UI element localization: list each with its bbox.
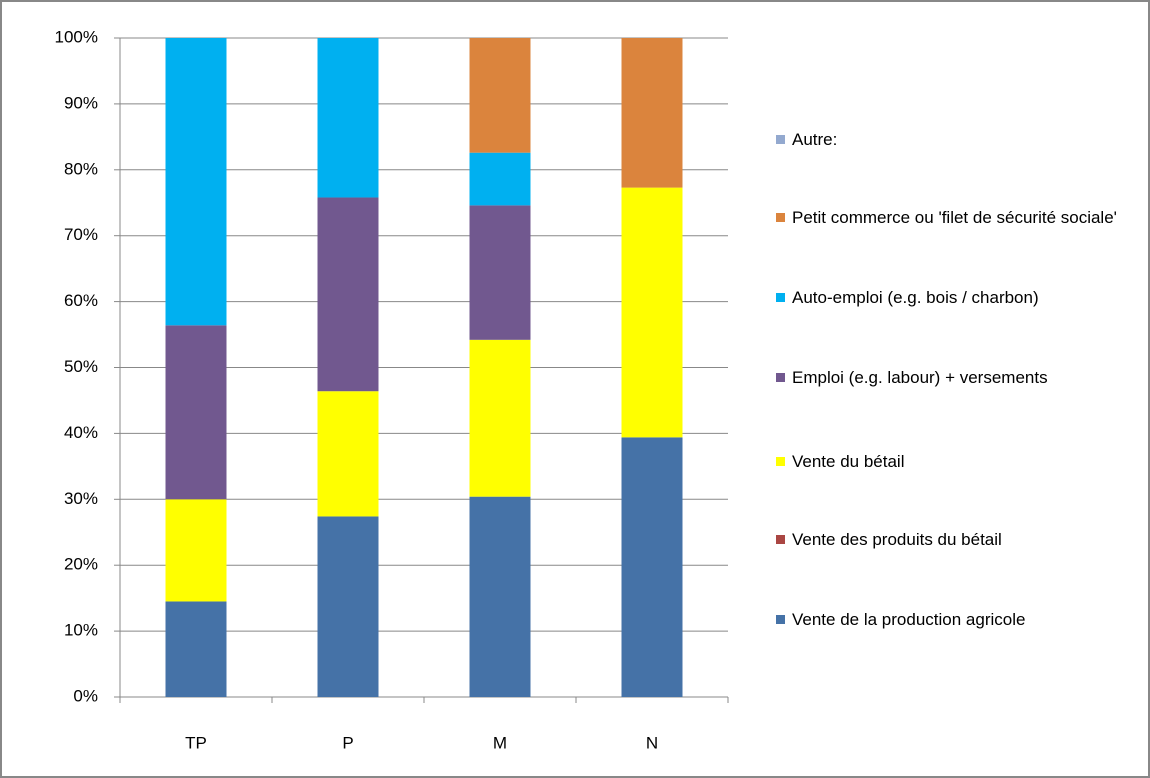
- x-tick-label: P: [342, 733, 353, 752]
- bar-segment: [317, 516, 379, 697]
- bar-segment: [469, 152, 531, 206]
- legend-swatch: [776, 535, 785, 544]
- y-tick-label: 60%: [64, 291, 98, 310]
- x-tick-label: TP: [185, 733, 207, 752]
- bar-segment: [317, 197, 379, 392]
- legend-swatch: [776, 373, 785, 382]
- bar-segment: [317, 38, 379, 198]
- legend-label: Vente du bétail: [792, 452, 905, 471]
- bar-segment: [165, 601, 227, 697]
- legend-swatch: [776, 615, 785, 624]
- y-tick-label: 70%: [64, 225, 98, 244]
- legend-label: Vente de la production agricole: [792, 610, 1026, 629]
- legend-label: Petit commerce ou 'filet de sécurité soc…: [792, 208, 1117, 227]
- legend-item: Petit commerce ou 'filet de sécurité soc…: [776, 204, 1136, 232]
- legend-swatch: [776, 457, 785, 466]
- bar-segment: [469, 496, 531, 697]
- legend-label: Auto-emploi (e.g. bois / charbon): [792, 288, 1039, 307]
- y-tick-label: 30%: [64, 489, 98, 508]
- bar-segment: [621, 437, 683, 697]
- y-tick-label: 40%: [64, 423, 98, 442]
- legend-label: Autre:: [792, 130, 838, 149]
- legend-item: Emploi (e.g. labour) + versements: [776, 364, 1136, 392]
- bar-segment: [165, 499, 227, 602]
- legend-swatch: [776, 213, 785, 222]
- bar-segment: [317, 391, 379, 517]
- bar-segment: [621, 38, 683, 188]
- bar-segment: [165, 38, 227, 326]
- legend-label: Emploi (e.g. labour) + versements: [792, 368, 1048, 387]
- legend-swatch: [776, 293, 785, 302]
- bar-segment: [469, 205, 531, 340]
- y-tick-label: 100%: [55, 27, 98, 46]
- y-tick-label: 10%: [64, 621, 98, 640]
- y-tick-label: 90%: [64, 93, 98, 112]
- y-tick-label: 50%: [64, 357, 98, 376]
- bar-segment: [469, 339, 531, 497]
- bar-segment: [469, 38, 531, 153]
- legend-item: Autre:: [776, 126, 1136, 154]
- x-tick-label: M: [493, 733, 507, 752]
- y-tick-label: 20%: [64, 555, 98, 574]
- legend-label: Vente des produits du bétail: [792, 530, 1002, 549]
- y-tick-label: 80%: [64, 159, 98, 178]
- legend-item: Vente du bétail: [776, 448, 1136, 476]
- bar-segment: [621, 187, 683, 438]
- legend-swatch: [776, 135, 785, 144]
- legend-item: Auto-emploi (e.g. bois / charbon): [776, 284, 1136, 312]
- legend-item: Vente de la production agricole: [776, 606, 1136, 634]
- legend-item: Vente des produits du bétail: [776, 526, 1136, 554]
- bar-segment: [165, 325, 227, 500]
- y-tick-label: 0%: [73, 686, 98, 705]
- x-tick-label: N: [646, 733, 658, 752]
